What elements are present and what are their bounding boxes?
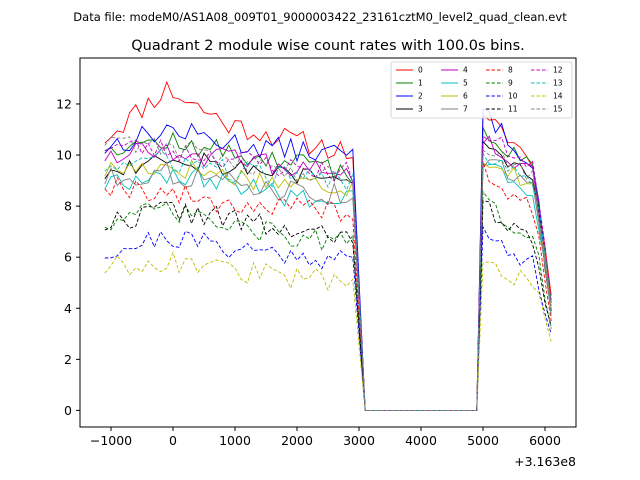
y-tick-label: 10 <box>56 148 72 163</box>
chart-title: Quadrant 2 module wise count rates with … <box>131 38 525 54</box>
x-tick-label: 0 <box>169 433 177 448</box>
legend-label-8: 8 <box>508 66 513 75</box>
x-tick-label: 3000 <box>343 433 375 448</box>
x-tick-label: 2000 <box>281 433 313 448</box>
x-tick-label: 6000 <box>529 433 561 448</box>
x-tick-label: 1000 <box>219 433 251 448</box>
series-line-11 <box>104 200 552 411</box>
y-tick-label: 0 <box>64 403 72 418</box>
y-tick-label: 2 <box>64 352 72 367</box>
x-tick-label: −1000 <box>90 433 132 448</box>
y-axis: 0 2 4 6 8 10 12 <box>56 96 80 418</box>
y-tick-label: 12 <box>56 96 72 111</box>
y-tick-label: 8 <box>64 199 72 214</box>
legend-label-4: 4 <box>463 66 468 75</box>
legend-label-1: 1 <box>418 79 423 88</box>
legend-label-11: 11 <box>508 105 518 114</box>
axes-frame <box>79 57 577 428</box>
x-axis: −1000 0 1000 2000 3000 4000 5000 6000 <box>90 427 561 448</box>
legend-label-6: 6 <box>463 92 468 101</box>
legend-label-14: 14 <box>553 92 563 101</box>
y-tick-label: 6 <box>64 250 72 265</box>
legend-label-2: 2 <box>418 92 423 101</box>
legend-label-9: 9 <box>508 79 513 88</box>
x-tick-label: 5000 <box>467 433 499 448</box>
legend-label-15: 15 <box>553 105 563 114</box>
legend-label-13: 13 <box>553 79 563 88</box>
x-tick-label: 4000 <box>405 433 437 448</box>
series-line-8 <box>104 161 552 411</box>
legend-label-0: 0 <box>418 66 423 75</box>
legend-box <box>390 61 573 119</box>
legend-label-7: 7 <box>463 105 468 114</box>
y-tick-label: 4 <box>64 301 72 316</box>
series-line-15 <box>104 136 552 411</box>
figure-suptitle: Data file: modeM0/AS1A08_009T01_90000034… <box>73 10 567 24</box>
series-layer <box>104 80 552 411</box>
legend-label-12: 12 <box>553 66 563 75</box>
legend-label-3: 3 <box>418 105 423 114</box>
legend-label-10: 10 <box>508 92 518 101</box>
plot-area: −1000 0 1000 2000 3000 4000 5000 6000 024681012… <box>56 57 577 469</box>
legend-label-5: 5 <box>463 79 468 88</box>
x-offset-label: +3.163e8 <box>514 454 576 469</box>
